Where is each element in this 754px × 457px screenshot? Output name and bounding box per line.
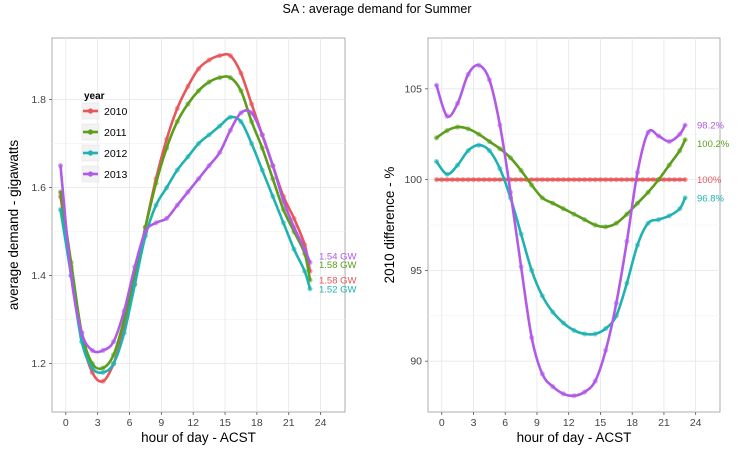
series-2013 [57, 109, 313, 354]
y-tick-label: 90 [410, 356, 422, 368]
legend-marker-2010 [87, 108, 94, 114]
y-tick-label: 1.6 [31, 182, 46, 194]
x-tick-label: 12 [563, 417, 575, 429]
x-tick-label: 15 [595, 417, 607, 429]
series-2012 [433, 142, 688, 337]
end-label-2011: 100.2% [697, 139, 730, 150]
y-tick-label: 1.4 [31, 270, 46, 282]
y-tick-label: 1.2 [31, 358, 46, 370]
end-label-2013: 98.2% [697, 121, 724, 132]
series-line-2011 [59, 75, 312, 371]
x-tick-label: 3 [471, 417, 477, 429]
x-tick-label: 0 [439, 417, 445, 429]
x-axis-label: hour of day - ACST [517, 430, 632, 445]
legend-marker-2011 [87, 129, 94, 135]
x-tick-label: 6 [127, 417, 133, 429]
end-label-2010: 100% [697, 175, 722, 186]
series-2013 [433, 62, 688, 399]
x-tick-label: 9 [158, 417, 164, 429]
end-label-2012: 96.8% [697, 193, 724, 204]
legend-entry-2013: 2013 [104, 169, 128, 181]
x-tick-label: 24 [690, 417, 702, 429]
legend-marker-2012 [87, 150, 94, 156]
legend: year 2010 2011 2012 2013 [81, 91, 128, 183]
y-axis-label: average demand - gigawatts [6, 140, 21, 311]
end-label-2013: 1.54 GW [319, 251, 357, 262]
x-tick-label: 0 [63, 417, 69, 429]
x-tick-label: 3 [95, 417, 101, 429]
end-label-2010: 1.58 GW [319, 276, 357, 287]
series-2010 [433, 177, 688, 183]
x-tick-label: 21 [283, 417, 295, 429]
left-panel: 1.2 1.4 1.6 1.8 0 3 6 9 12 15 18 21 24 hour of day - … [6, 37, 357, 445]
x-tick-label: 21 [658, 417, 670, 429]
y-tick-label: 1.8 [31, 94, 46, 106]
chart-title: SA : average demand for Summer [283, 2, 472, 16]
x-tick-label: 18 [626, 417, 638, 429]
y-tick-label: 95 [410, 265, 422, 277]
series-line-2013 [59, 109, 312, 354]
series-line-2011 [435, 125, 687, 229]
series-line-2012 [59, 115, 312, 375]
x-tick-label: 18 [251, 417, 263, 429]
x-tick-label: 12 [187, 417, 199, 429]
y-axis-label: 2010 difference - % [382, 167, 397, 284]
legend-marker-2013 [87, 171, 94, 177]
series-line-2013 [435, 63, 687, 398]
legend-entry-2011: 2011 [104, 127, 127, 139]
series-line-2012 [435, 143, 687, 336]
x-tick-label: 9 [534, 417, 540, 429]
right-panel: 90 95 100 105 0 3 6 9 12 15 18 21 24 hour of day - AC… [382, 37, 730, 445]
legend-title: year [84, 91, 105, 102]
legend-entry-2010: 2010 [104, 106, 128, 118]
y-tick-label: 105 [404, 83, 422, 95]
series-2012 [57, 114, 313, 375]
x-tick-label: 15 [219, 417, 231, 429]
end-label-2011: 1.58 GW [319, 260, 357, 271]
series-2011 [433, 124, 688, 230]
x-axis-label: hour of day - ACST [141, 430, 256, 445]
y-tick-label: 100 [404, 174, 422, 186]
end-label-2012: 1.52 GW [319, 284, 357, 295]
x-tick-label: 24 [315, 417, 327, 429]
x-tick-label: 6 [502, 417, 508, 429]
legend-entry-2012: 2012 [104, 148, 128, 160]
